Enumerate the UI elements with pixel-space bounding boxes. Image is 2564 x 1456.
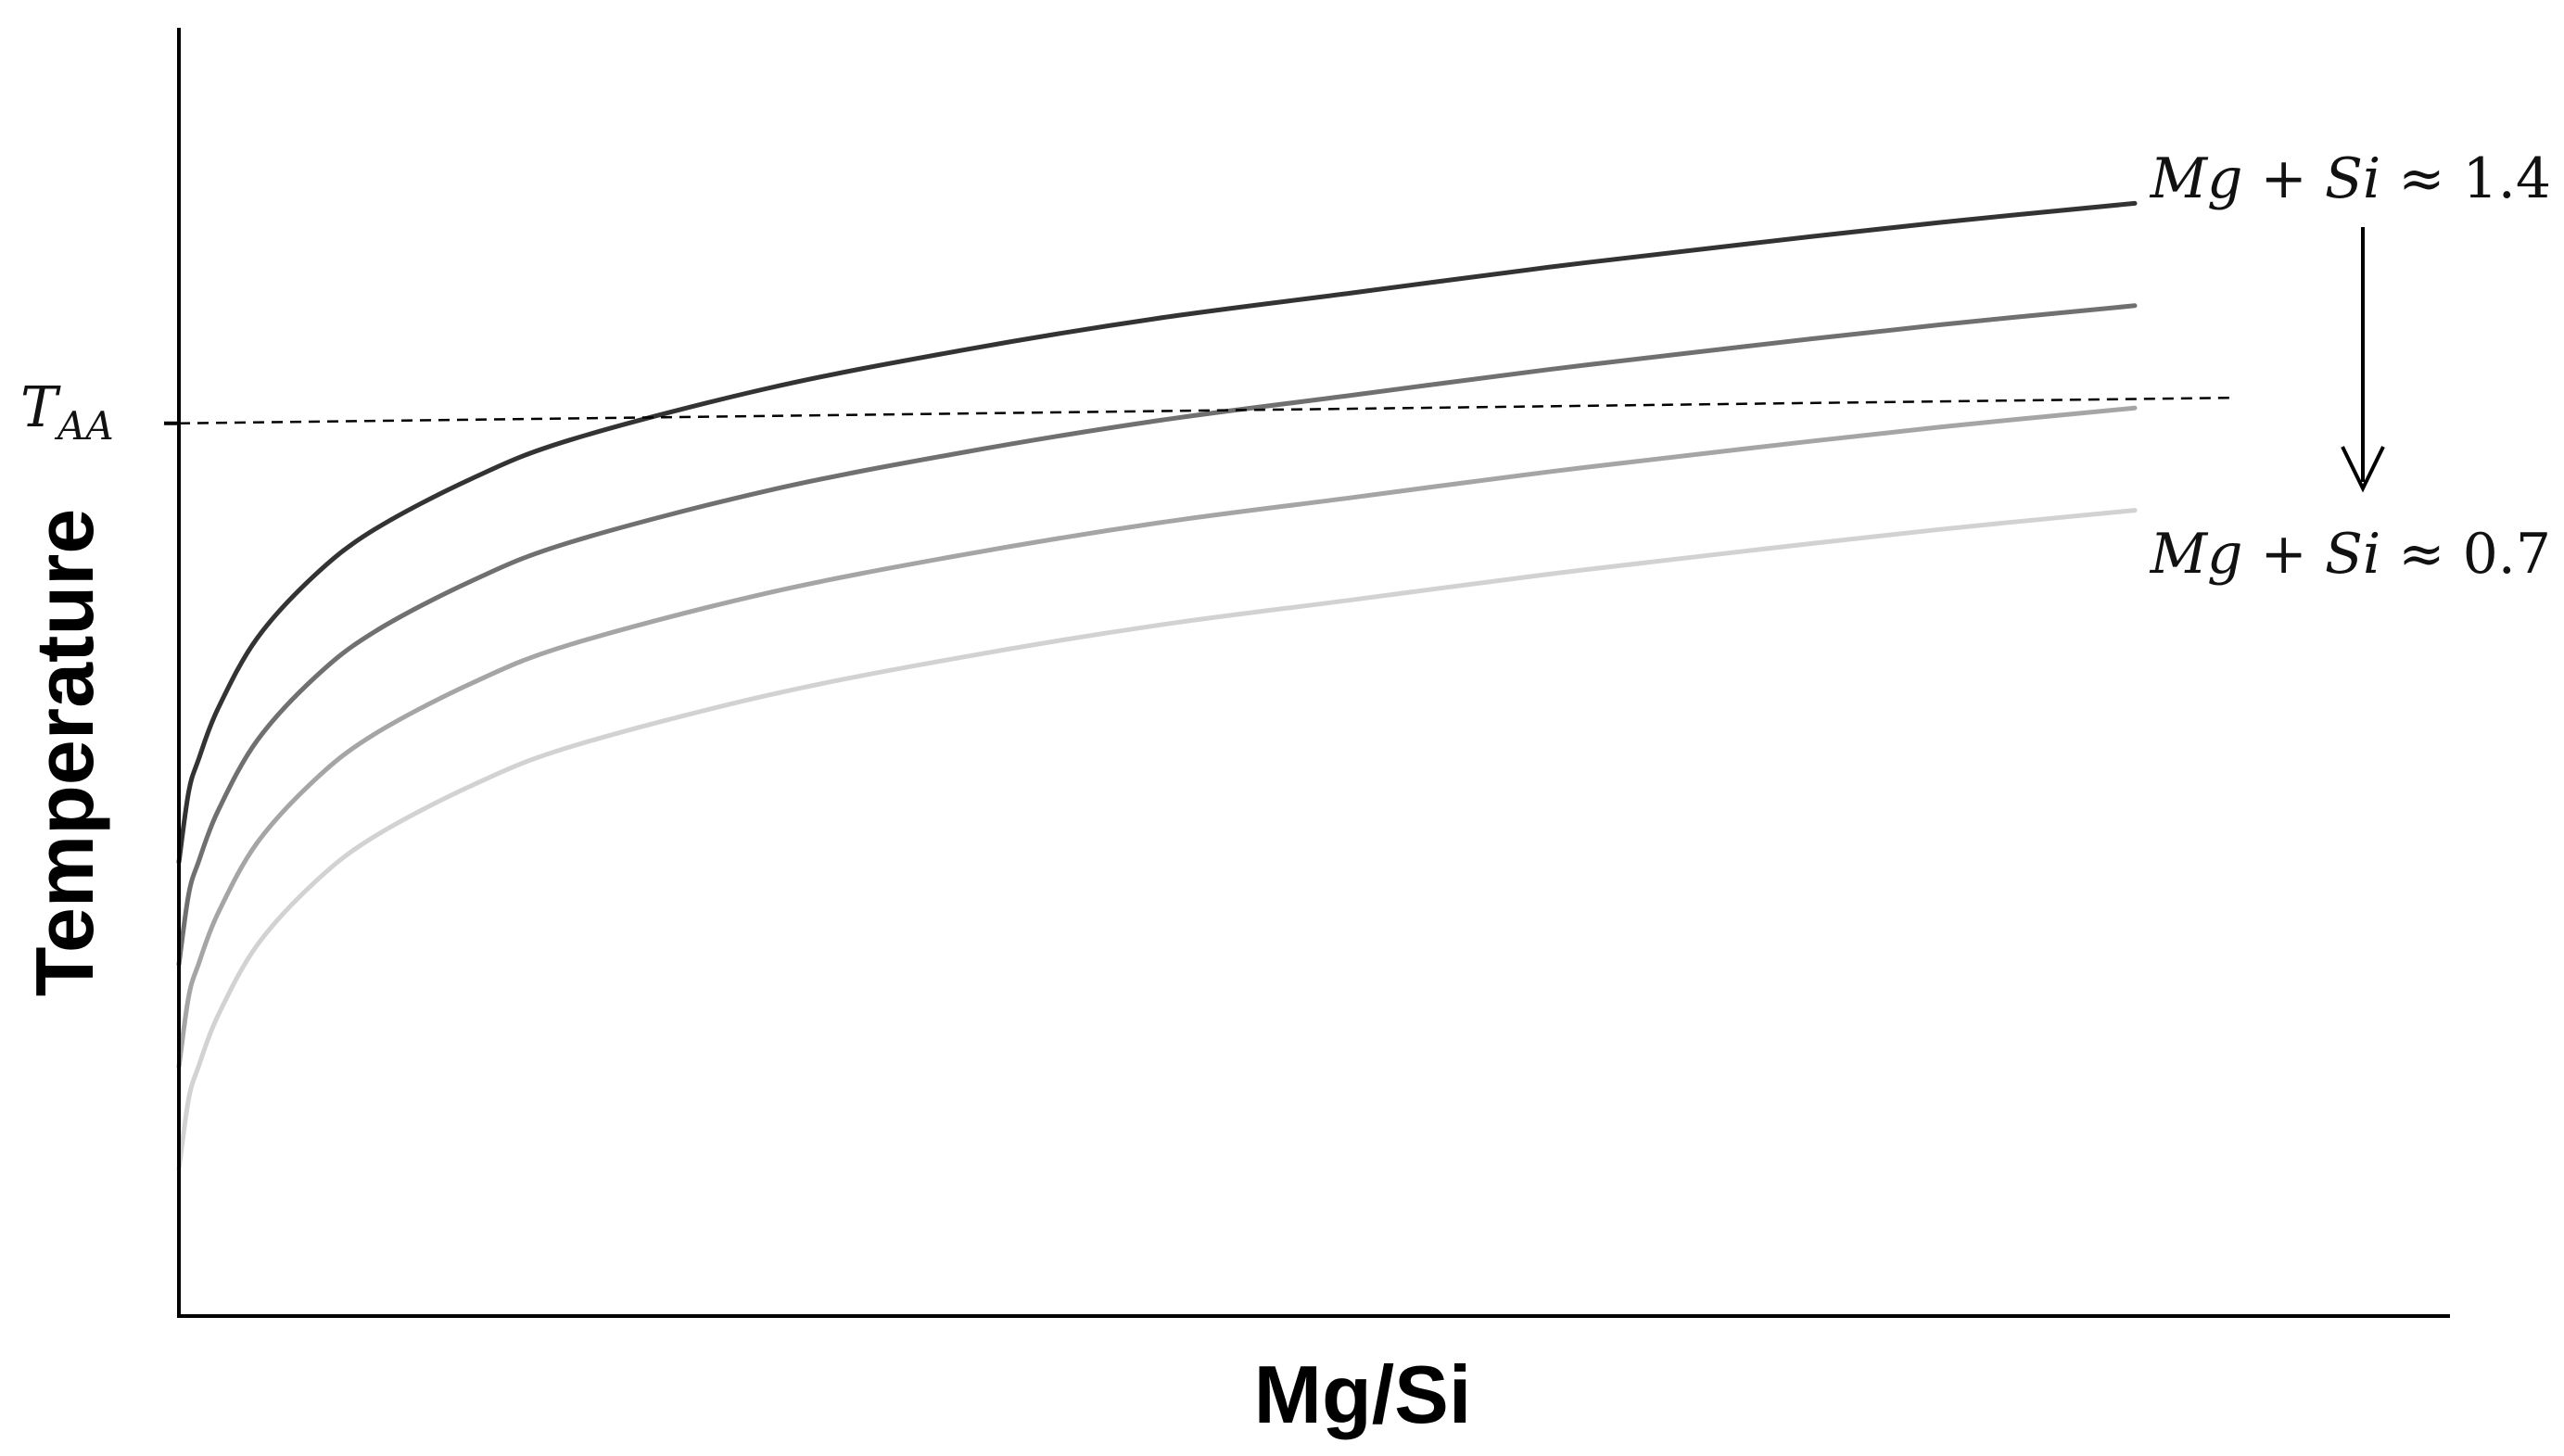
x-axis-title: Mg/Si (1254, 1348, 1472, 1440)
annotation-top-text: Mg + Si ≈ (2150, 146, 2463, 211)
reference-line-label-main: T (20, 375, 61, 440)
series-line-3 (176, 405, 2138, 1070)
annotation-bottom: Mg + Si ≈ 0.7 (2150, 522, 2551, 587)
reference-line-group (164, 396, 2233, 425)
reference-line-label: TAA (20, 375, 114, 449)
series-line-1 (176, 200, 2138, 865)
y-axis-title: Temperature (19, 509, 110, 997)
axes-group (177, 28, 2450, 1318)
down-arrow (2341, 227, 2385, 493)
annotation-top: Mg + Si ≈ 1.4 (2150, 146, 2551, 211)
series-line-4 (176, 508, 2138, 1171)
annotation-bottom-text: Mg + Si ≈ (2150, 522, 2463, 587)
annotation-top-value: 1.4 (2463, 146, 2551, 211)
reference-line-label-sub: AA (54, 403, 114, 449)
annotation-bottom-value: 0.7 (2463, 522, 2551, 587)
curves-group (176, 200, 2138, 1171)
reference-line (178, 396, 2233, 425)
series-line-2 (176, 303, 2138, 967)
